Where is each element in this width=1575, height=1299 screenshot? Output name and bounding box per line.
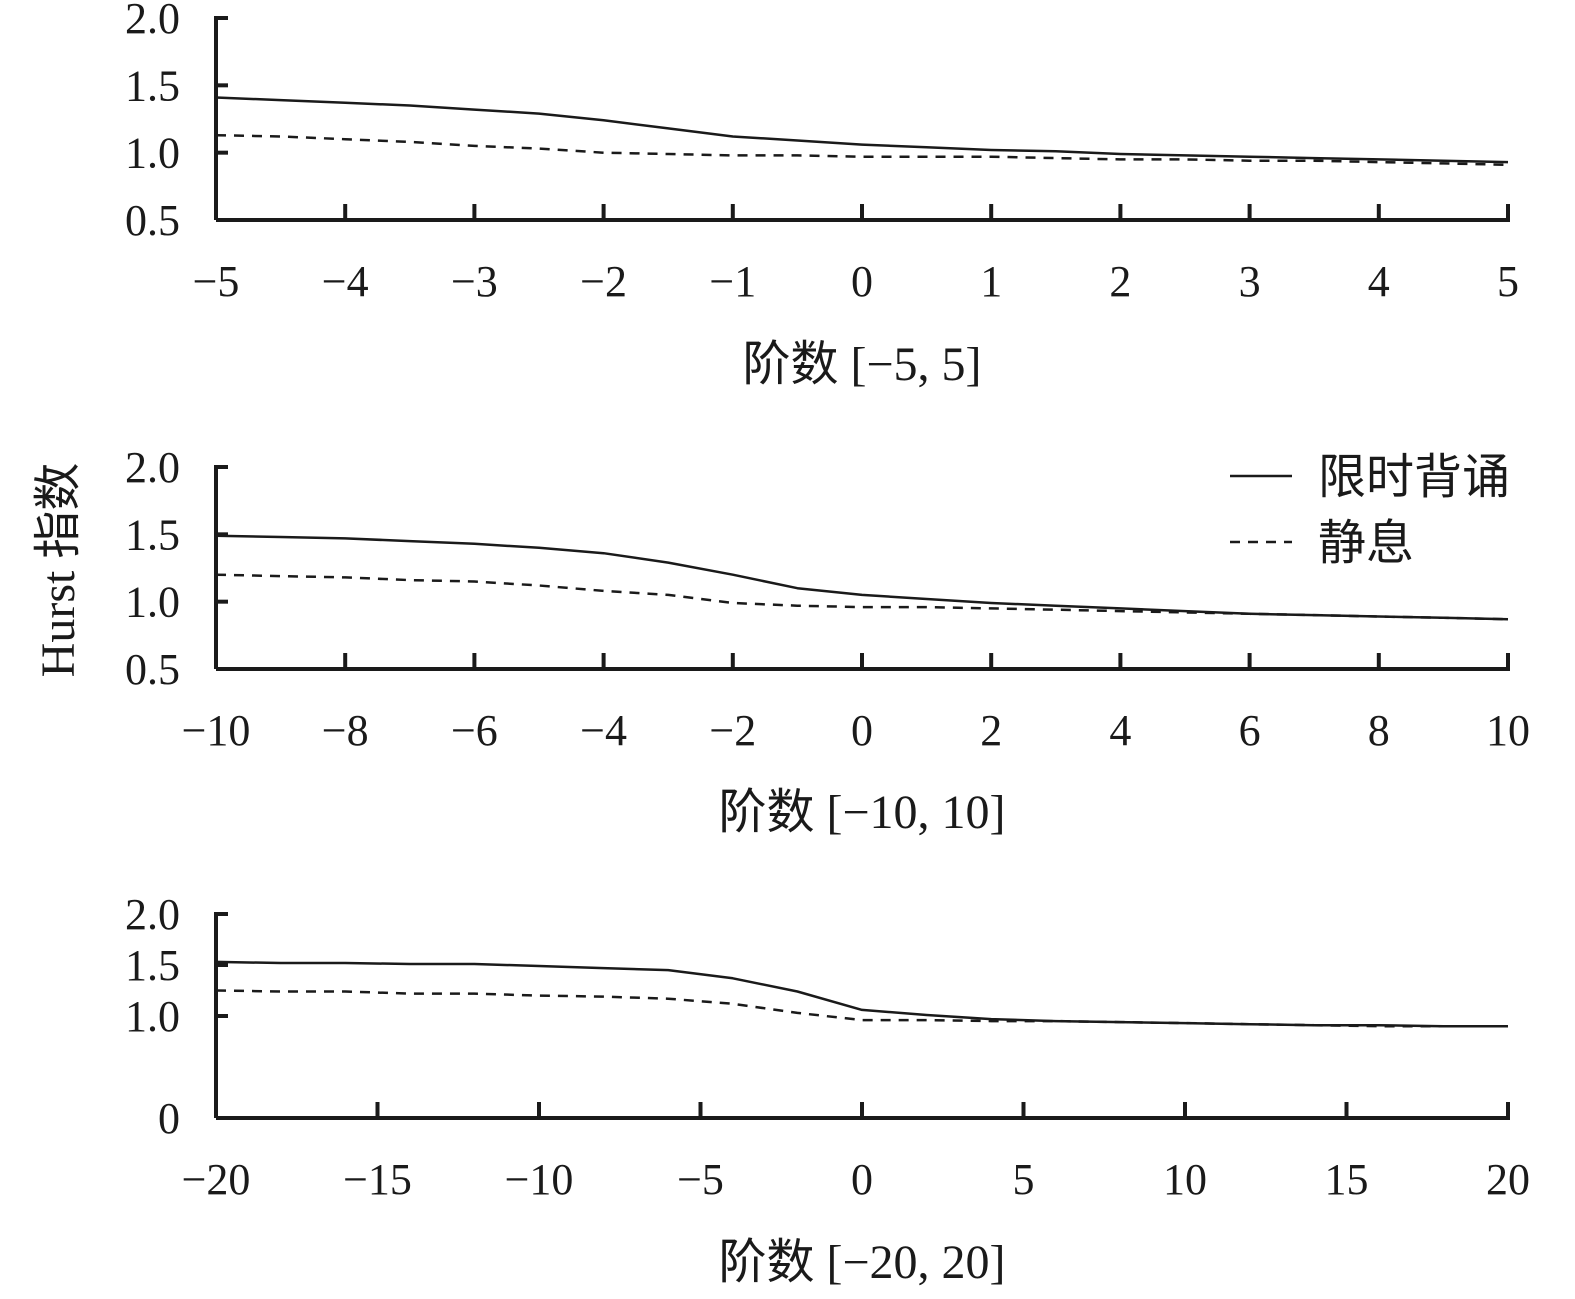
y-tick-label: 2.0 <box>125 0 180 43</box>
x-tick-label: −3 <box>451 257 498 306</box>
x-tick-label: 5 <box>1013 1155 1035 1204</box>
y-tick-label: 1.5 <box>125 510 180 559</box>
x-tick-label: −4 <box>580 706 627 755</box>
y-tick-label: 1.5 <box>125 941 180 990</box>
x-tick-label: −20 <box>182 1155 251 1204</box>
x-tick-label: 6 <box>1239 706 1261 755</box>
x-tick-label: −10 <box>505 1155 574 1204</box>
legend-label-recitation: 限时背诵 <box>1318 451 1510 504</box>
chart-panel-2: 0.5 1.0 1.5 2.0 −10 −8 −6 −4 −2 0 2 4 6 8 10 阶数 [−10, 1… <box>125 443 1530 839</box>
y-axis-label: Hurst 指数 <box>32 463 85 678</box>
y-tick-label: 2.0 <box>125 443 180 492</box>
y-tick-label: 1.0 <box>125 578 180 627</box>
chart-panel-3: 0 1.01.52.0 −20 −15 −10 −5 0 5 10 15 20 阶数 [−20, 20… <box>125 890 1530 1289</box>
series-line-rest <box>215 989 1508 1028</box>
x-tick-label: 15 <box>1325 1155 1369 1204</box>
x-tick-label: −5 <box>193 257 240 306</box>
x-tick-label: 4 <box>1368 257 1390 306</box>
legend-label-rest: 静息 <box>1318 517 1414 570</box>
series-line-rest <box>215 133 1509 167</box>
x-tick-label: −10 <box>182 706 251 755</box>
x-tick-label: 0 <box>851 1155 873 1204</box>
series-line-rest <box>215 573 1509 621</box>
x-tick-label: 2 <box>1109 257 1131 306</box>
y-tick-label: 0.5 <box>125 645 180 694</box>
y-tick-label: 1.5 <box>125 61 180 110</box>
series-line-recitation <box>215 960 1508 1028</box>
legend: 限时背诵 静息 <box>1230 451 1510 570</box>
x-tick-label: 0 <box>851 706 873 755</box>
x-tick-label: −1 <box>709 257 756 306</box>
x-tick-label: 8 <box>1368 706 1390 755</box>
x-axis-label: 阶数 [−5, 5] <box>742 338 981 391</box>
x-tick-label: 10 <box>1486 706 1530 755</box>
x-tick-label: −5 <box>677 1155 724 1204</box>
y-tick-label: 1.0 <box>125 992 180 1041</box>
chart-panel-1: 0.5 1.0 1.5 2.0 −5 −4 −3 −2 −1 0 1 2 3 4 5 阶数 [−5, 5] <box>125 0 1519 391</box>
x-tick-label: −2 <box>709 706 756 755</box>
x-tick-label: 3 <box>1239 257 1261 306</box>
y-tick-label: 0 <box>158 1094 180 1143</box>
x-tick-label: 1 <box>980 257 1002 306</box>
x-tick-label: 20 <box>1486 1155 1530 1204</box>
x-tick-label: −2 <box>580 257 627 306</box>
x-tick-label: −15 <box>343 1155 412 1204</box>
x-tick-label: 2 <box>980 706 1002 755</box>
x-tick-label: 0 <box>851 257 873 306</box>
x-tick-label: 10 <box>1163 1155 1207 1204</box>
x-axis-label: 阶数 [−20, 20] <box>718 1236 1005 1289</box>
y-tick-label: 2.0 <box>125 890 180 939</box>
x-tick-label: −4 <box>322 257 369 306</box>
x-tick-label: −6 <box>451 706 498 755</box>
x-tick-label: 4 <box>1109 706 1131 755</box>
chart-panels: 0.51.01.52.0−5 −4 −3 −2 −1 0 1 2 3 4 5阶数 [−5, 5]0.… <box>125 0 1530 1289</box>
y-tick-label: 1.0 <box>125 129 180 178</box>
y-tick-label: 0.5 <box>125 196 180 245</box>
x-tick-label: −8 <box>322 706 369 755</box>
x-tick-label: 5 <box>1497 257 1519 306</box>
x-axis-label: 阶数 [−10, 10] <box>718 786 1005 839</box>
series-line-recitation <box>215 96 1509 164</box>
series-line-recitation <box>215 534 1509 621</box>
